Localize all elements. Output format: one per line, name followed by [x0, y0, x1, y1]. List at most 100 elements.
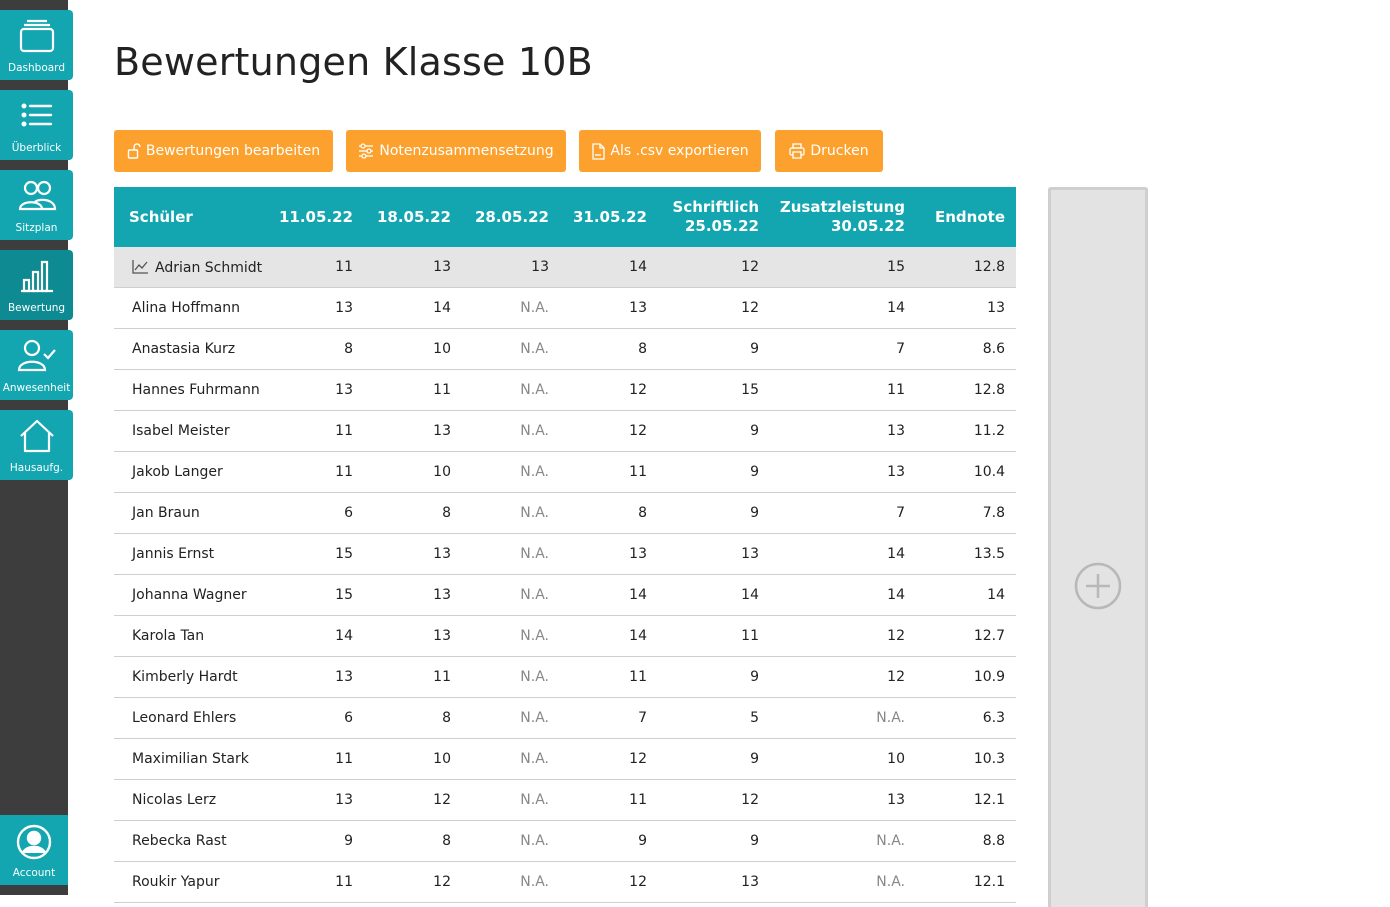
- grade-cell[interactable]: 10: [364, 738, 462, 780]
- final-grade-cell[interactable]: 6.3: [916, 697, 1016, 739]
- grade-cell[interactable]: N.A.: [462, 574, 560, 616]
- final-grade-cell[interactable]: 14: [916, 574, 1016, 616]
- header-date-3[interactable]: 28.05.22: [462, 187, 560, 247]
- nav-seating[interactable]: Sitzplan: [0, 170, 73, 240]
- grade-cell[interactable]: 13: [274, 369, 364, 411]
- table-row[interactable]: Johanna Wagner 15 13 N.A. 14 14 14 14: [114, 574, 1016, 616]
- account-button[interactable]: Account: [0, 815, 68, 885]
- header-date-1[interactable]: 11.05.22: [274, 187, 364, 247]
- print-button[interactable]: Drucken: [775, 130, 883, 172]
- grade-cell[interactable]: 12: [658, 779, 770, 821]
- grade-cell[interactable]: 11: [274, 738, 364, 780]
- grade-cell[interactable]: 14: [274, 615, 364, 657]
- nav-dashboard[interactable]: Dashboard: [0, 10, 73, 80]
- student-name-cell[interactable]: Alina Hoffmann: [114, 287, 274, 329]
- student-name-cell[interactable]: Jan Braun: [114, 492, 274, 534]
- grade-cell[interactable]: 12: [560, 369, 658, 411]
- final-grade-cell[interactable]: 8.8: [916, 820, 1016, 862]
- grade-cell[interactable]: 12: [770, 615, 916, 657]
- table-row[interactable]: Jan Braun 6 8 N.A. 8 9 7 7.8: [114, 492, 1016, 534]
- grade-cell[interactable]: 10: [770, 738, 916, 780]
- grade-cell[interactable]: 11: [274, 247, 364, 288]
- grade-cell[interactable]: 9: [658, 656, 770, 698]
- grade-cell[interactable]: 13: [364, 410, 462, 452]
- student-name-cell[interactable]: Karola Tan: [114, 615, 274, 657]
- final-grade-cell[interactable]: 13: [916, 287, 1016, 329]
- grade-cell[interactable]: 11: [364, 369, 462, 411]
- header-student[interactable]: Schüler: [114, 187, 274, 247]
- student-name-cell[interactable]: Rebecka Rast: [114, 820, 274, 862]
- grade-cell[interactable]: 11: [274, 861, 364, 903]
- grade-cell[interactable]: 9: [658, 410, 770, 452]
- grade-cell[interactable]: 13: [364, 574, 462, 616]
- grade-cell[interactable]: N.A.: [462, 287, 560, 329]
- grade-cell[interactable]: 14: [560, 615, 658, 657]
- line-chart-icon[interactable]: [132, 259, 149, 274]
- grade-cell[interactable]: N.A.: [462, 533, 560, 575]
- table-row[interactable]: Anastasia Kurz 8 10 N.A. 8 9 7 8.6: [114, 328, 1016, 370]
- grade-cell[interactable]: 12: [658, 247, 770, 288]
- header-extra[interactable]: Zusatzleistung 30.05.22: [770, 187, 916, 247]
- table-row[interactable]: Isabel Meister 11 13 N.A. 12 9 13 11.2: [114, 410, 1016, 452]
- grade-cell[interactable]: 12: [658, 287, 770, 329]
- grade-cell[interactable]: 11: [560, 451, 658, 493]
- grade-cell[interactable]: 7: [560, 697, 658, 739]
- add-column-panel[interactable]: [1048, 187, 1148, 907]
- grade-cell[interactable]: N.A.: [462, 328, 560, 370]
- final-grade-cell[interactable]: 12.1: [916, 861, 1016, 903]
- grade-cell[interactable]: 13: [462, 247, 560, 288]
- grade-cell[interactable]: 11: [770, 369, 916, 411]
- student-name-cell[interactable]: Adrian Schmidt: [114, 247, 274, 288]
- grade-cell[interactable]: 11: [274, 410, 364, 452]
- student-name-cell[interactable]: Maximilian Stark: [114, 738, 274, 780]
- grade-cell[interactable]: N.A.: [462, 656, 560, 698]
- grade-cell[interactable]: N.A.: [462, 738, 560, 780]
- header-written[interactable]: Schriftlich 25.05.22: [658, 187, 770, 247]
- grade-cell[interactable]: 15: [274, 533, 364, 575]
- student-name-cell[interactable]: Hannes Fuhrmann: [114, 369, 274, 411]
- student-name-cell[interactable]: Anastasia Kurz: [114, 328, 274, 370]
- student-name-cell[interactable]: Isabel Meister: [114, 410, 274, 452]
- grade-cell[interactable]: 9: [658, 451, 770, 493]
- grade-cell[interactable]: 11: [364, 656, 462, 698]
- grade-cell[interactable]: 6: [274, 697, 364, 739]
- table-row[interactable]: Adrian Schmidt 11 13 13 14 12 15 12.8: [114, 247, 1016, 288]
- grade-cell[interactable]: 14: [560, 574, 658, 616]
- grade-cell[interactable]: N.A.: [462, 410, 560, 452]
- grade-cell[interactable]: 13: [274, 287, 364, 329]
- header-date-2[interactable]: 18.05.22: [364, 187, 462, 247]
- final-grade-cell[interactable]: 13.5: [916, 533, 1016, 575]
- grade-cell[interactable]: 14: [658, 574, 770, 616]
- grade-cell[interactable]: 15: [770, 247, 916, 288]
- student-name-cell[interactable]: Kimberly Hardt: [114, 656, 274, 698]
- final-grade-cell[interactable]: 8.6: [916, 328, 1016, 370]
- grade-cell[interactable]: 15: [658, 369, 770, 411]
- grade-cell[interactable]: 14: [770, 533, 916, 575]
- student-name-cell[interactable]: Jannis Ernst: [114, 533, 274, 575]
- grade-cell[interactable]: 13: [274, 656, 364, 698]
- grade-cell[interactable]: 13: [560, 533, 658, 575]
- grade-cell[interactable]: 7: [770, 328, 916, 370]
- table-row[interactable]: Maximilian Stark 11 10 N.A. 12 9 10 10.3: [114, 738, 1016, 780]
- grade-cell[interactable]: 14: [770, 574, 916, 616]
- nav-attendance[interactable]: Anwesenheit: [0, 330, 73, 400]
- grade-cell[interactable]: N.A.: [770, 697, 916, 739]
- table-row[interactable]: Jakob Langer 11 10 N.A. 11 9 13 10.4: [114, 451, 1016, 493]
- final-grade-cell[interactable]: 7.8: [916, 492, 1016, 534]
- grade-cell[interactable]: 13: [364, 533, 462, 575]
- final-grade-cell[interactable]: 12.8: [916, 247, 1016, 288]
- table-row[interactable]: Nicolas Lerz 13 12 N.A. 11 12 13 12.1: [114, 779, 1016, 821]
- grade-cell[interactable]: 13: [274, 779, 364, 821]
- grade-cell[interactable]: N.A.: [770, 861, 916, 903]
- grade-cell[interactable]: 9: [658, 328, 770, 370]
- grade-cell[interactable]: N.A.: [462, 451, 560, 493]
- grade-cell[interactable]: 12: [770, 656, 916, 698]
- grade-cell[interactable]: 12: [560, 410, 658, 452]
- grade-cell[interactable]: 9: [274, 820, 364, 862]
- grade-cell[interactable]: N.A.: [462, 861, 560, 903]
- student-name-cell[interactable]: Jakob Langer: [114, 451, 274, 493]
- table-row[interactable]: Karola Tan 14 13 N.A. 14 11 12 12.7: [114, 615, 1016, 657]
- final-grade-cell[interactable]: 10.3: [916, 738, 1016, 780]
- grade-cell[interactable]: 12: [560, 861, 658, 903]
- grade-cell[interactable]: N.A.: [462, 779, 560, 821]
